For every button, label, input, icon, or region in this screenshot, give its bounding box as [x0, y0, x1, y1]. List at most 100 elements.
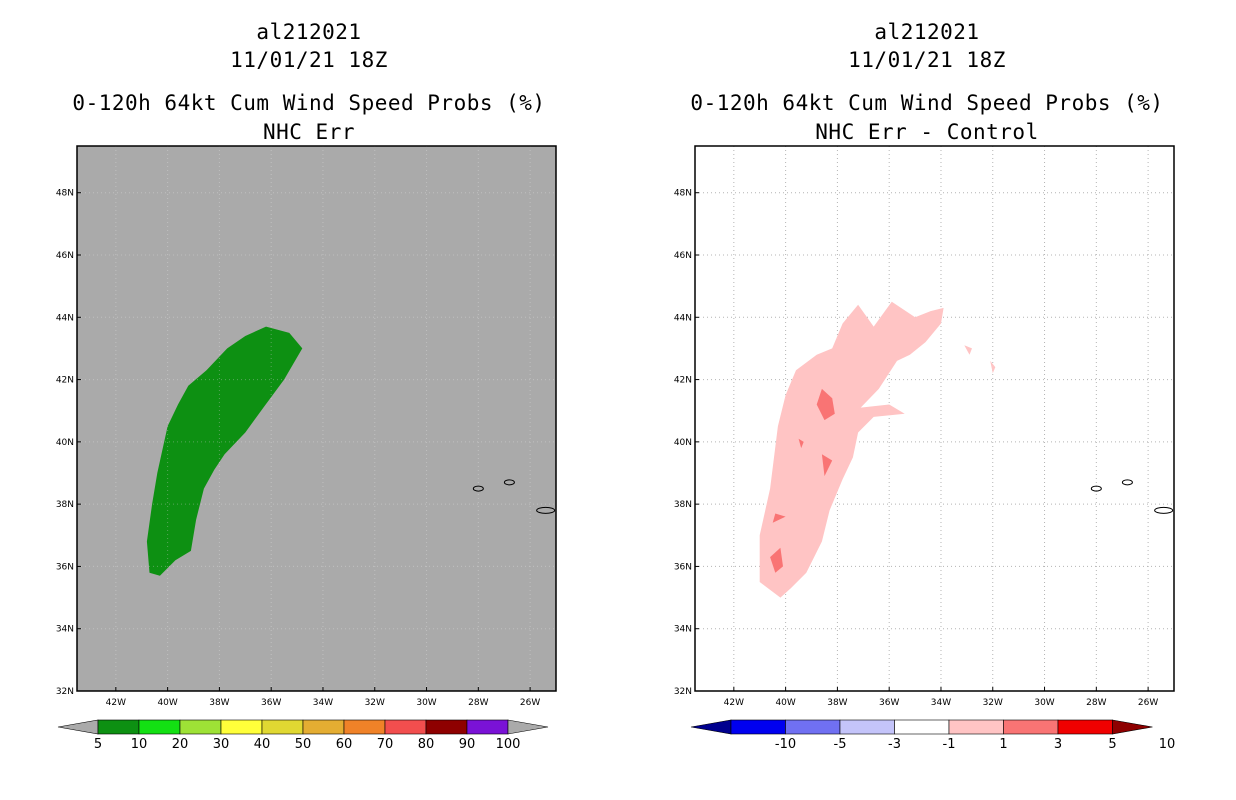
product-title: 0-120h 64kt Cum Wind Speed Probs (%)	[72, 91, 546, 115]
lat-tick-label: 44N	[56, 313, 74, 323]
lon-tick-label: 38W	[209, 698, 229, 708]
lat-tick-label: 38N	[674, 500, 692, 510]
island-outline	[503, 479, 515, 486]
left-map-svg: 48N 46N 44N 42N 40N 38N 36N 34N 32N 42W 40W 38W 36W 3…	[56, 145, 557, 752]
island-outline	[536, 506, 556, 514]
colorbar-box	[343, 719, 386, 735]
colorbar-label: -1	[943, 737, 956, 752]
colorbar-box	[839, 719, 895, 735]
colorbar-label: 70	[377, 737, 394, 752]
colorbar-label: 5	[94, 737, 102, 752]
island-outline	[1121, 479, 1133, 486]
map-background	[77, 146, 556, 691]
lat-tick-label: 48N	[56, 189, 74, 199]
storm-id-title: al212021	[874, 20, 980, 44]
island-outline	[1154, 506, 1174, 514]
lon-tick-label: 28W	[468, 698, 488, 708]
lat-tick-label: 44N	[674, 313, 692, 323]
probability-region	[798, 438, 804, 449]
colorbar-box	[97, 719, 140, 735]
datetime-title: 11/01/21 18Z	[848, 48, 1006, 72]
map-frame	[76, 145, 557, 692]
probability-region	[964, 345, 972, 355]
lon-tick-label: 32W	[983, 698, 1003, 708]
colorbar-lower-arrow	[57, 719, 99, 735]
colorbar-lower-arrow	[690, 719, 732, 735]
lat-tick-label: 48N	[674, 189, 692, 199]
colorbar-box	[948, 719, 1004, 735]
colorbar-box	[466, 719, 509, 735]
lon-tick-label: 28W	[1086, 698, 1106, 708]
colorbar-label: 1	[999, 737, 1007, 752]
lat-tick-label: 40N	[56, 438, 74, 448]
storm-id-title: al212021	[256, 20, 362, 44]
probability-region	[821, 454, 833, 477]
colorbar-box	[785, 719, 841, 735]
lat-tick-label: 38N	[56, 500, 74, 510]
lat-tick-label: 34N	[674, 625, 692, 635]
map-background	[695, 146, 1174, 691]
lat-tick-label: 32N	[56, 687, 74, 697]
lat-tick-label: 32N	[674, 687, 692, 697]
probability-region	[772, 513, 786, 523]
left-map-panel: al212021 11/01/21 18Z 0-120h 64kt Cum Wi…	[56, 20, 557, 752]
colorbar-label: 90	[459, 737, 476, 752]
probability-region	[146, 326, 303, 576]
subtitle: NHC Err - Control	[815, 120, 1039, 144]
colorbar-label: 100	[496, 737, 521, 752]
right-map-panel: al212021 11/01/21 18Z 0-120h 64kt Cum Wi…	[618, 0, 1236, 800]
product-title: 0-120h 64kt Cum Wind Speed Probs (%)	[690, 91, 1164, 115]
lon-tick-label: 38W	[827, 698, 847, 708]
lon-tick-label: 30W	[1034, 698, 1054, 708]
colorbar-box	[1003, 719, 1059, 735]
colorbar-label: -10	[775, 737, 796, 752]
colorbar-box	[1057, 719, 1113, 735]
island-outline	[1090, 485, 1102, 492]
lon-tick-label: 34W	[931, 698, 951, 708]
lon-tick-label: 42W	[106, 698, 126, 708]
colorbar-box	[179, 719, 222, 735]
colorbar-box	[425, 719, 468, 735]
lat-tick-label: 46N	[674, 251, 692, 261]
subtitle: NHC Err	[262, 120, 355, 144]
colorbar-label: 80	[418, 737, 435, 752]
lon-tick-label: 32W	[365, 698, 385, 708]
probability-region	[759, 301, 944, 598]
colorbar-label: 5	[1108, 737, 1116, 752]
map-frame	[694, 145, 1175, 692]
probability-region	[816, 388, 835, 421]
lon-tick-label: 34W	[313, 698, 333, 708]
lat-tick-label: 40N	[674, 438, 692, 448]
datetime-title: 11/01/21 18Z	[230, 48, 388, 72]
lon-tick-label: 30W	[416, 698, 436, 708]
lat-tick-label: 34N	[56, 625, 74, 635]
probability-region	[990, 360, 996, 374]
lon-tick-label: 42W	[724, 698, 744, 708]
right-map-svg: 48N 46N 44N 42N 40N 38N 36N 34N 32N 42W 40W 38W 36W 3…	[674, 145, 1176, 752]
colorbar-label: 10	[1159, 737, 1176, 752]
lon-tick-label: 40W	[157, 698, 177, 708]
colorbar-label: 60	[336, 737, 353, 752]
colorbar-box	[384, 719, 427, 735]
colorbar-label: 50	[295, 737, 312, 752]
colorbar-box	[730, 719, 786, 735]
lat-tick-label: 46N	[56, 251, 74, 261]
colorbar-label: -5	[834, 737, 847, 752]
lat-tick-label: 42N	[56, 376, 74, 386]
colorbar-box	[220, 719, 263, 735]
colorbar-box	[261, 719, 304, 735]
probability-region	[770, 547, 783, 573]
colorbar-label: 3	[1054, 737, 1062, 752]
lon-tick-label: 26W	[520, 698, 540, 708]
lat-tick-label: 42N	[674, 376, 692, 386]
lon-tick-label: 26W	[1138, 698, 1158, 708]
colorbar-box	[138, 719, 181, 735]
island-outline	[472, 485, 484, 492]
colorbar-upper-arrow	[1112, 719, 1153, 735]
colorbar-label: 40	[254, 737, 271, 752]
colorbar-box	[302, 719, 345, 735]
lat-tick-label: 36N	[674, 562, 692, 572]
colorbar-box	[894, 719, 950, 735]
colorbar-label: 20	[172, 737, 189, 752]
lat-tick-label: 36N	[56, 562, 74, 572]
